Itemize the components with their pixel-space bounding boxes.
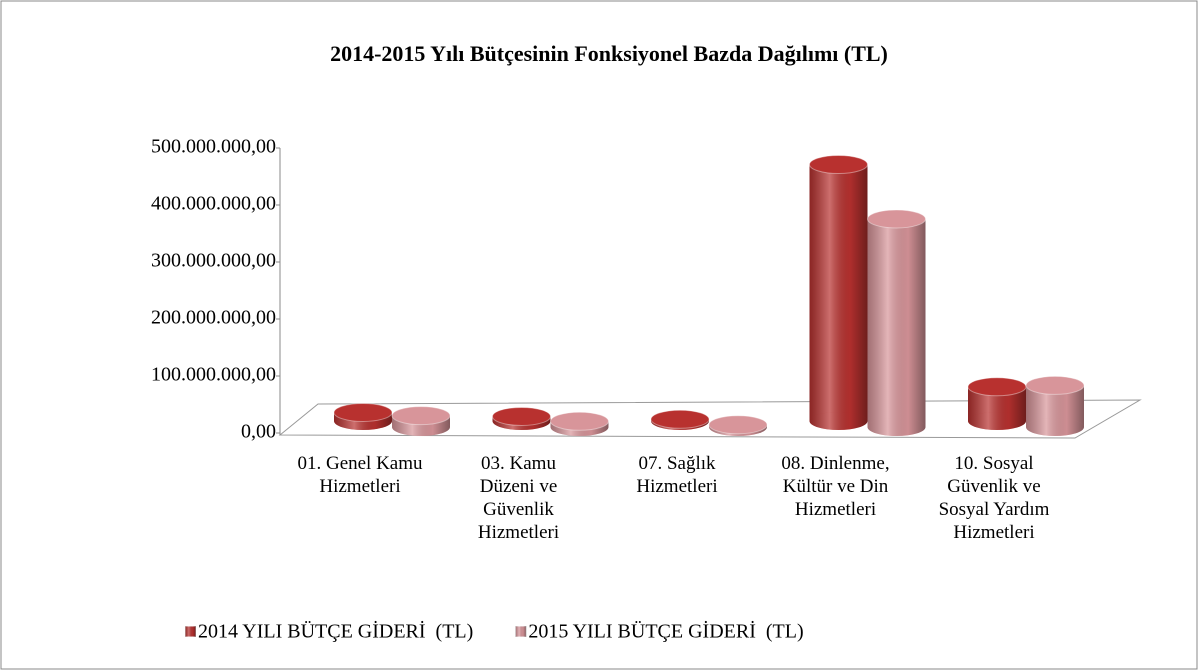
bar [967, 377, 1027, 430]
x-tick-label-box: 01. Genel Kamu Hizmetleri [297, 453, 423, 497]
bar-top [333, 402, 393, 422]
legend-label: 2015 YILI BÜTÇE GİDERİ (TL) [528, 620, 803, 643]
x-tick-label: 08. Dinlenme, Kültür ve Din Hizmetleri [781, 453, 890, 520]
bar [492, 406, 551, 430]
bar-top [391, 406, 451, 426]
bar-bottom-shade [968, 412, 1026, 430]
bar-shade [809, 164, 868, 421]
x-tick-label: 07. Sağlık Hizmetleri [636, 453, 718, 497]
bar-bottom-shade [1026, 418, 1084, 436]
x-tick-label-box: 10. Sosyal Güvenlik ve Sosyal Yardım Hiz… [938, 453, 1050, 543]
bar [1025, 375, 1085, 436]
bar-shade [867, 218, 926, 427]
y-tick-label: 100.000.000,00 [151, 364, 276, 386]
bar-bottom-shade [867, 418, 926, 436]
x-tick-label-box: 07. Sağlık Hizmetleri [636, 453, 718, 497]
bar-top [492, 406, 551, 426]
x-tick-label: 03. Kamu Düzeni ve Güvenlik Hizmetleri [477, 453, 560, 543]
bar-top [708, 415, 768, 435]
x-tick-label-box: 08. Dinlenme, Kültür ve Din Hizmetleri [781, 453, 890, 520]
bar [867, 209, 926, 436]
x-tick-label: 01. Genel Kamu Hizmetleri [297, 453, 423, 497]
x-tick-label-box: 03. Kamu Düzeni ve Güvenlik Hizmetleri [477, 453, 560, 543]
legend-swatch-shade [185, 626, 196, 637]
bar-top [1025, 375, 1085, 395]
bar [333, 402, 393, 430]
chart-title: 2014-2015 Yılı Bütçesinin Fonksiyonel Ba… [330, 41, 888, 66]
legend-label: 2014 YILI BÜTÇE GİDERİ (TL) [198, 620, 473, 643]
x-tick-label: 10. Sosyal Güvenlik ve Sosyal Yardım Hiz… [938, 453, 1050, 543]
bar-top [650, 409, 710, 429]
y-tick-label: 300.000.000,00 [151, 250, 276, 272]
y-tick-label: 500.000.000,00 [151, 136, 276, 158]
bar-top [867, 209, 926, 229]
bar [708, 415, 768, 436]
bar [391, 406, 451, 436]
bar [550, 411, 609, 436]
y-tick-label: 400.000.000,00 [151, 193, 276, 215]
y-tick-label: 0,00 [241, 421, 276, 443]
y-tick-label: 200.000.000,00 [151, 307, 276, 329]
bar-bottom-shade [809, 412, 868, 430]
bar [650, 409, 710, 430]
bar [809, 155, 868, 430]
bar-top [967, 377, 1027, 397]
bar-top [809, 155, 868, 174]
legend-swatch-shade [515, 626, 527, 637]
bar-top [550, 411, 609, 431]
